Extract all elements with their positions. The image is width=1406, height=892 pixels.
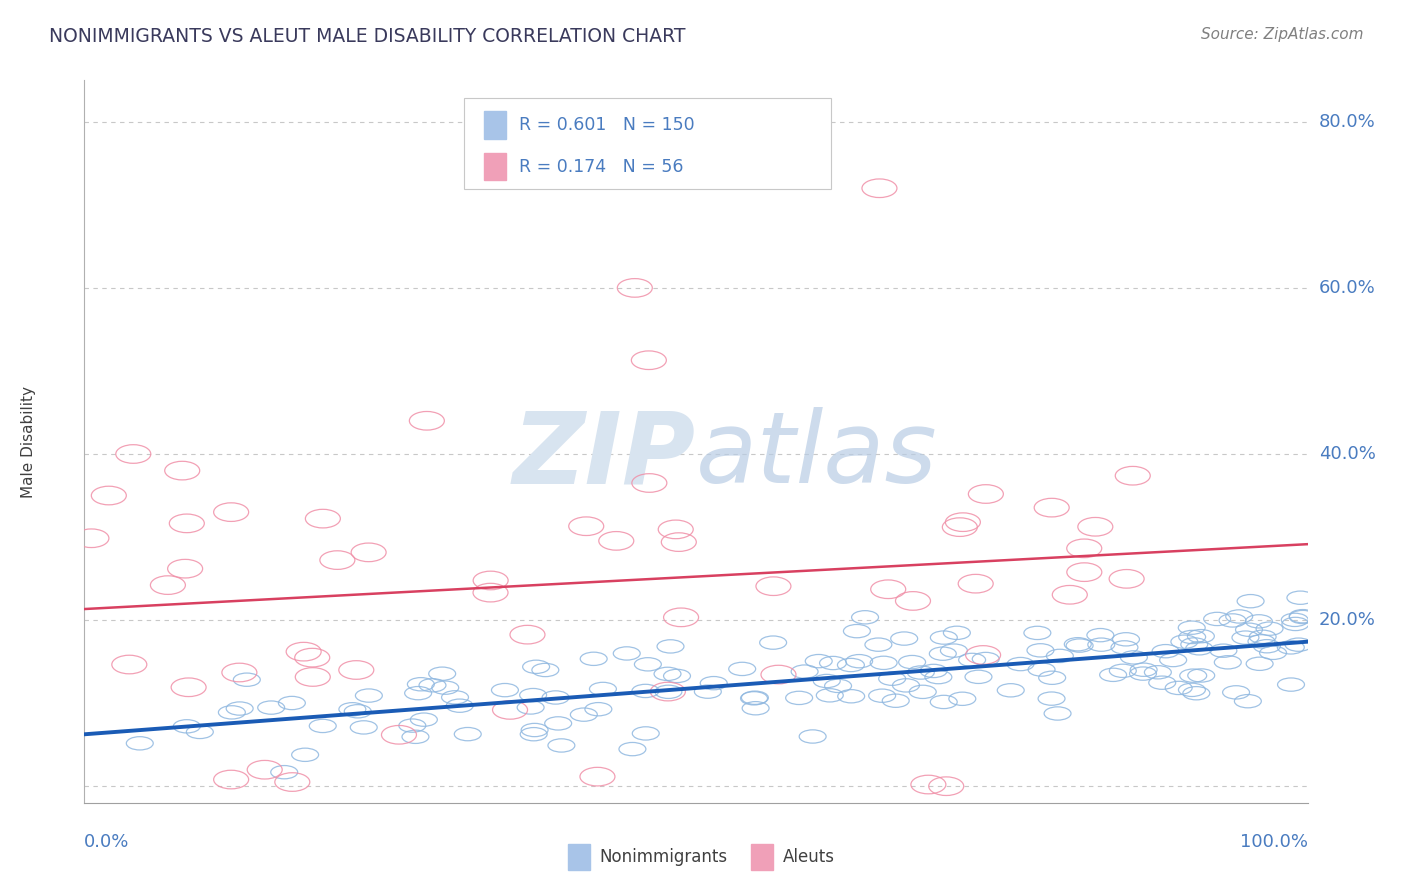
- Text: Male Disability: Male Disability: [21, 385, 37, 498]
- Text: 20.0%: 20.0%: [1319, 611, 1375, 629]
- Text: 100.0%: 100.0%: [1240, 833, 1308, 851]
- Text: 80.0%: 80.0%: [1319, 112, 1375, 131]
- FancyBboxPatch shape: [484, 112, 506, 139]
- Text: R = 0.601   N = 150: R = 0.601 N = 150: [519, 116, 695, 134]
- FancyBboxPatch shape: [464, 98, 831, 189]
- Text: Aleuts: Aleuts: [783, 848, 835, 866]
- FancyBboxPatch shape: [568, 845, 589, 870]
- Text: 40.0%: 40.0%: [1319, 445, 1375, 463]
- Text: Source: ZipAtlas.com: Source: ZipAtlas.com: [1201, 27, 1364, 42]
- FancyBboxPatch shape: [484, 153, 506, 180]
- Text: atlas: atlas: [696, 408, 938, 505]
- Text: R = 0.174   N = 56: R = 0.174 N = 56: [519, 158, 683, 176]
- Text: Nonimmigrants: Nonimmigrants: [599, 848, 727, 866]
- FancyBboxPatch shape: [751, 845, 773, 870]
- Text: 60.0%: 60.0%: [1319, 279, 1375, 297]
- Text: NONIMMIGRANTS VS ALEUT MALE DISABILITY CORRELATION CHART: NONIMMIGRANTS VS ALEUT MALE DISABILITY C…: [49, 27, 686, 45]
- Text: 0.0%: 0.0%: [84, 833, 129, 851]
- Text: ZIP: ZIP: [513, 408, 696, 505]
